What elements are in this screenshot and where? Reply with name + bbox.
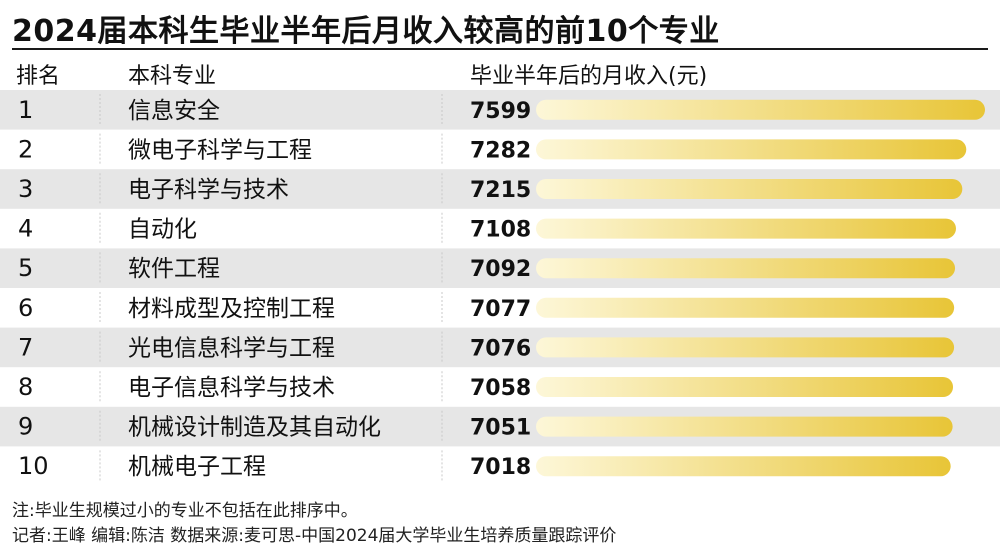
category-label: 机械电子工程: [128, 454, 266, 480]
data-label: 7108: [470, 218, 531, 243]
footnote: 注:毕业生规模过小的专业不包括在此排序中。: [12, 501, 358, 521]
bar: [536, 218, 956, 239]
rank-label: 4: [18, 215, 33, 243]
data-label: 7282: [470, 138, 531, 163]
bar: [536, 179, 963, 199]
category-label: 电子信息科学与技术: [128, 375, 335, 401]
category-label: 光电信息科学与工程: [128, 335, 335, 361]
rank-label: 9: [18, 413, 33, 441]
data-label: 7215: [470, 178, 531, 203]
category-label: 材料成型及控制工程: [128, 296, 335, 322]
credits: 记者:王峰 编辑:陈洁 数据来源:麦可思-中国2024届大学毕业生培养质量跟踪评…: [12, 526, 617, 546]
rank-label: 1: [18, 96, 33, 124]
rank-label: 10: [18, 452, 49, 480]
rank-label: 8: [18, 373, 33, 401]
category-label: 机械设计制造及其自动化: [128, 415, 381, 441]
data-label: 7599: [470, 99, 531, 124]
rank-label: 2: [18, 135, 33, 163]
bar: [536, 99, 985, 120]
data-label: 7051: [470, 416, 531, 441]
category-label: 微电子科学与工程: [128, 137, 312, 163]
bar: [536, 139, 967, 160]
category-label: 信息安全: [128, 98, 220, 124]
category-label: 软件工程: [128, 256, 220, 282]
title-rule: [12, 48, 988, 50]
header-income: 毕业半年后的月收入(元): [470, 64, 708, 89]
rank-label: 5: [18, 254, 33, 282]
rank-label: 7: [18, 333, 33, 361]
category-label: 自动化: [128, 217, 197, 243]
data-label: 7077: [470, 297, 531, 322]
bar: [536, 258, 956, 279]
header-rank: 排名: [16, 64, 61, 89]
bar: [536, 377, 954, 397]
data-label: 7092: [470, 257, 531, 282]
header-major: 本科专业: [128, 64, 217, 89]
data-label: 7058: [470, 376, 531, 401]
data-label: 7076: [470, 336, 531, 361]
rank-label: 6: [18, 294, 33, 322]
chart-title: 2024届本科生毕业半年后月收入较高的前10个专业: [12, 14, 720, 49]
bar: [536, 456, 951, 477]
bar: [536, 416, 953, 437]
bar: [536, 297, 955, 318]
bar: [536, 337, 955, 358]
data-label: 7018: [470, 455, 531, 480]
category-label: 电子科学与技术: [128, 177, 289, 203]
rank-label: 3: [18, 175, 33, 203]
